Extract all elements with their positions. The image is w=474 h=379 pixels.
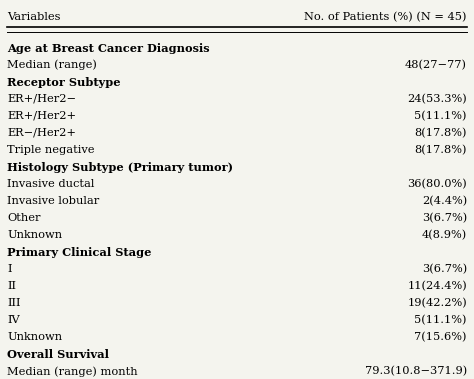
- Text: 4(8.9%): 4(8.9%): [422, 230, 467, 240]
- Text: II: II: [7, 281, 16, 291]
- Text: Invasive ductal: Invasive ductal: [7, 179, 94, 189]
- Text: 2(4.4%): 2(4.4%): [422, 196, 467, 206]
- Text: Unknown: Unknown: [7, 230, 62, 240]
- Text: Overall Survival: Overall Survival: [7, 349, 109, 360]
- Text: 24(53.3%): 24(53.3%): [407, 94, 467, 104]
- Text: ER+/Her2+: ER+/Her2+: [7, 111, 76, 121]
- Text: 3(6.7%): 3(6.7%): [422, 213, 467, 223]
- Text: 7(15.6%): 7(15.6%): [414, 332, 467, 342]
- Text: Primary Clinical Stage: Primary Clinical Stage: [7, 247, 151, 258]
- Text: I: I: [7, 264, 11, 274]
- Text: Median (range): Median (range): [7, 60, 97, 70]
- Text: 8(17.8%): 8(17.8%): [414, 128, 467, 138]
- Text: 8(17.8%): 8(17.8%): [414, 145, 467, 155]
- Text: Invasive lobular: Invasive lobular: [7, 196, 99, 206]
- Text: Receptor Subtype: Receptor Subtype: [7, 77, 120, 88]
- Text: Histology Subtype (Primary tumor): Histology Subtype (Primary tumor): [7, 162, 233, 173]
- Text: Variables: Variables: [7, 12, 61, 22]
- Text: IV: IV: [7, 315, 20, 325]
- Text: 19(42.2%): 19(42.2%): [407, 298, 467, 308]
- Text: 48(27−77): 48(27−77): [405, 60, 467, 70]
- Text: ER+/Her2−: ER+/Her2−: [7, 94, 76, 104]
- Text: ER−/Her2+: ER−/Her2+: [7, 128, 76, 138]
- Text: No. of Patients (%) (N = 45): No. of Patients (%) (N = 45): [304, 12, 467, 22]
- Text: 11(24.4%): 11(24.4%): [407, 281, 467, 291]
- Text: 5(11.1%): 5(11.1%): [414, 111, 467, 121]
- Text: Other: Other: [7, 213, 41, 223]
- Text: Median (range) month: Median (range) month: [7, 366, 137, 376]
- Text: Unknown: Unknown: [7, 332, 62, 342]
- Text: 36(80.0%): 36(80.0%): [407, 179, 467, 189]
- Text: 79.3(10.8−371.9): 79.3(10.8−371.9): [365, 366, 467, 376]
- Text: Age at Breast Cancer Diagnosis: Age at Breast Cancer Diagnosis: [7, 43, 210, 54]
- Text: Triple negative: Triple negative: [7, 145, 94, 155]
- Text: 3(6.7%): 3(6.7%): [422, 264, 467, 274]
- Text: III: III: [7, 298, 20, 308]
- Text: 5(11.1%): 5(11.1%): [414, 315, 467, 325]
